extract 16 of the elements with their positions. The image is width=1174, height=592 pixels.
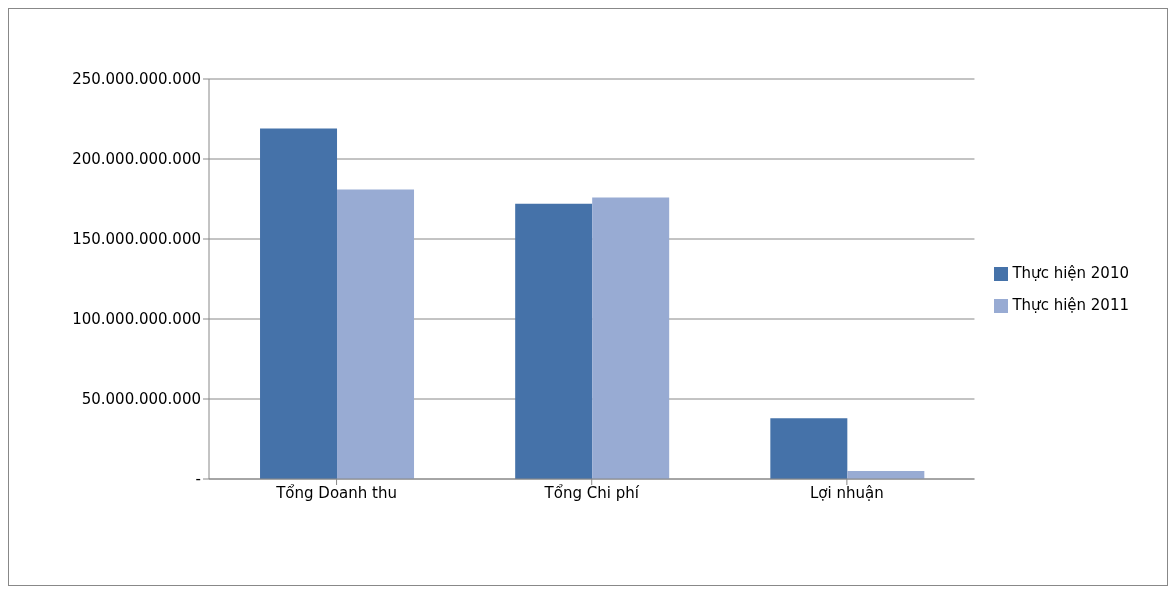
y-tick-label: 200.000.000.000 [72,150,201,169]
y-tick-label: 100.000.000.000 [72,310,201,329]
bar [515,203,593,479]
x-tick-label: Lợi nhuận [810,483,884,502]
bar [337,189,415,479]
y-tick-label: 150.000.000.000 [72,230,201,249]
x-tick-label: Tổng Doanh thu [275,483,397,502]
x-tick-label: Tổng Chi phí [543,483,640,502]
legend-label: Thực hiện 2010 [1012,264,1129,282]
y-tick-label: 250.000.000.000 [72,70,201,89]
bar [592,197,670,479]
bar [770,418,848,479]
y-tick-label: - [195,470,201,489]
y-tick-label: 50.000.000.000 [81,390,201,409]
legend-label: Thực hiện 2011 [1012,296,1129,314]
bar [260,128,338,479]
